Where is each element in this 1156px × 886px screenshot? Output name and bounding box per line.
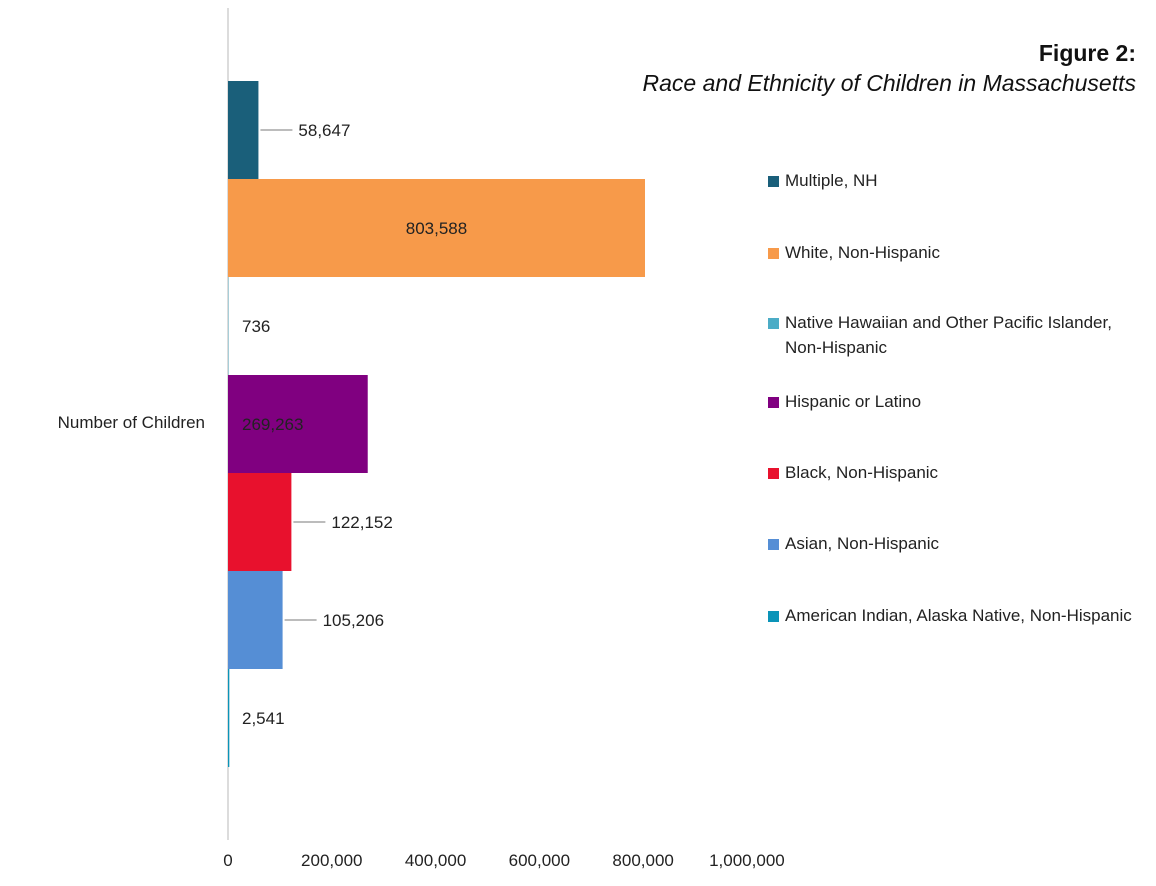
legend-item-black-non-hispanic: Black, Non-Hispanic [768,460,1145,485]
chart-subtitle: Race and Ethnicity of Children in Massac… [642,70,1136,96]
data-label-native-hawaiian-and-other-pacific-islander-non-hispanic: 736 [242,317,270,336]
bar-asian-non-hispanic [228,571,283,669]
bar-american-indian-alaska-native-non-hispanic [228,669,230,767]
bar-multiple-nh [228,81,259,179]
legend-label: Multiple, NH [785,171,878,190]
data-label-black-non-hispanic: 122,152 [331,513,392,532]
legend-item-asian-non-hispanic: Asian, Non-Hispanic [768,531,1145,556]
chart-title-block: Figure 2: Race and Ethnicity of Children… [643,38,1136,98]
x-tick-label: 200,000 [301,851,362,870]
x-tick-label: 800,000 [612,851,673,870]
legend-item-native-hawaiian-and-other-pacific-islander-non-hispanic: Native Hawaiian and Other Pacific Island… [768,310,1145,360]
x-tick-label: 600,000 [509,851,570,870]
x-tick-label: 400,000 [405,851,466,870]
x-tick-label: 0 [223,851,232,870]
bars-group [228,81,645,767]
legend-item-white-non-hispanic: White, Non-Hispanic [768,240,1145,265]
legend-label: Native Hawaiian and Other Pacific Island… [785,313,1112,357]
x-tick-label: 1,000,000 [709,851,785,870]
legend-swatch [768,468,779,479]
data-labels-group: 58,647 803,588 736 269,263 122,152 105,206 2,5… [242,121,467,728]
legend-label: Black, Non-Hispanic [785,463,939,482]
legend-swatch [768,176,779,187]
y-category-label: Number of Children [58,413,205,432]
data-label-american-indian-alaska-native-non-hispanic: 2,541 [242,709,285,728]
legend-item-multiple-nh: Multiple, NH [768,168,1145,193]
legend-swatch [768,397,779,408]
legend-label: American Indian, Alaska Native, Non-Hisp… [785,606,1132,625]
legend-label: Asian, Non-Hispanic [785,534,940,553]
legend-swatch [768,611,779,622]
data-label-white-non-hispanic: 803,588 [406,219,467,238]
legend-label: White, Non-Hispanic [785,243,940,262]
bar-hispanic-or-latino [228,375,368,473]
bar-black-non-hispanic [228,473,292,571]
legend-swatch [768,539,779,550]
legend-swatch [768,248,779,259]
legend-item-hispanic-or-latino: Hispanic or Latino [768,389,1145,414]
data-label-asian-non-hispanic: 105,206 [323,611,384,630]
data-label-hispanic-or-latino: 269,263 [242,415,303,434]
legend-item-american-indian-alaska-native-non-hispanic: American Indian, Alaska Native, Non-Hisp… [768,603,1145,628]
x-tick-labels: 0 200,000 400,000 600,000 800,000 1,000,000 [223,851,784,870]
legend-swatch [768,318,779,329]
data-label-multiple-nh: 58,647 [298,121,350,140]
bar-white-non-hispanic [228,179,645,277]
legend-label: Hispanic or Latino [785,392,922,411]
chart-title: Figure 2: [1038,40,1136,66]
